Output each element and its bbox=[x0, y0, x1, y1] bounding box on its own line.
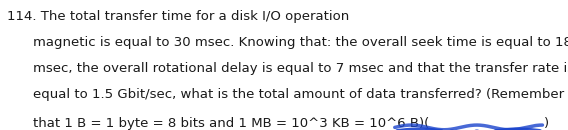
Text: equal to 1.5 Gbit/sec, what is the total amount of data transferred? (Remember: equal to 1.5 Gbit/sec, what is the total… bbox=[33, 88, 564, 101]
Text: that 1 B = 1 byte = 8 bits and 1 MB = 10^3 KB = 10^6 B)(: that 1 B = 1 byte = 8 bits and 1 MB = 10… bbox=[33, 117, 429, 130]
Text: ): ) bbox=[544, 117, 549, 130]
Text: msec, the overall rotational delay is equal to 7 msec and that the transfer rate: msec, the overall rotational delay is eq… bbox=[33, 62, 568, 75]
Text: 114. The total transfer time for a disk I/O operation: 114. The total transfer time for a disk … bbox=[7, 10, 349, 23]
Text: magnetic is equal to 30 msec. Knowing that: the overall seek time is equal to 18: magnetic is equal to 30 msec. Knowing th… bbox=[33, 36, 568, 49]
